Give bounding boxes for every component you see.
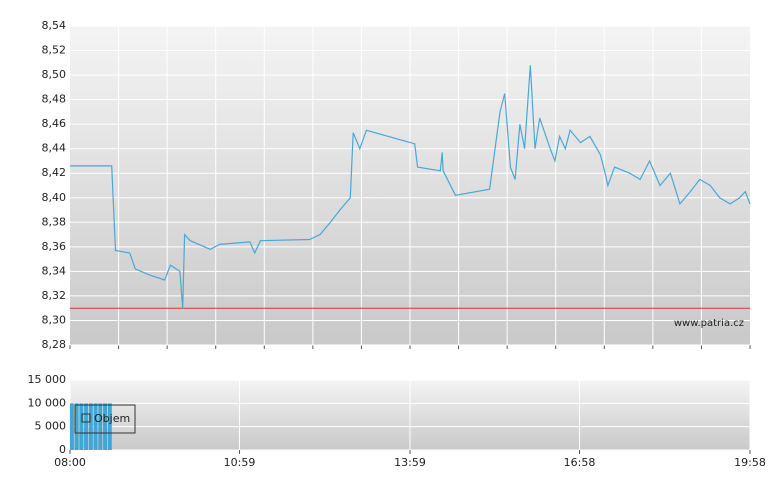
legend-label: Objem bbox=[94, 412, 130, 425]
y-tick-label: 8,42 bbox=[42, 166, 67, 179]
y-tick-label: 5 000 bbox=[35, 420, 67, 433]
vertical-grid bbox=[118, 26, 702, 345]
volume-bar bbox=[88, 403, 93, 450]
y-tick-label: 8,40 bbox=[42, 191, 67, 204]
y-tick-label: 8,48 bbox=[42, 93, 67, 106]
y-tick-label: 8,34 bbox=[42, 264, 67, 277]
x-tick-label: 19:58 bbox=[734, 456, 766, 469]
y-tick-label: 10 000 bbox=[28, 396, 67, 409]
x-tick-label: 10:59 bbox=[224, 456, 256, 469]
volume-bar bbox=[107, 403, 112, 450]
volume-bar bbox=[74, 403, 79, 450]
y-tick-label: 15 000 bbox=[28, 373, 67, 386]
volume-bar bbox=[79, 403, 84, 450]
x-tick-label: 16:58 bbox=[564, 456, 596, 469]
y-tick-label: 8,46 bbox=[42, 117, 67, 130]
y-tick-label: 8,32 bbox=[42, 289, 67, 302]
legend-swatch bbox=[81, 413, 91, 423]
price-line bbox=[70, 65, 751, 309]
legend-box bbox=[74, 404, 136, 434]
volume-bar bbox=[69, 403, 74, 450]
x-tick-label: 13:59 bbox=[394, 456, 426, 469]
y-tick-label: 8,44 bbox=[42, 142, 67, 155]
volume-bar bbox=[98, 403, 103, 450]
y-tick-label: 8,30 bbox=[42, 313, 67, 326]
volume-bar bbox=[103, 403, 108, 450]
volume-bar bbox=[84, 403, 89, 450]
y-tick-label: 8,54 bbox=[42, 19, 67, 32]
annotation: www.patria.cz bbox=[674, 318, 744, 329]
volume-bar bbox=[93, 403, 98, 450]
x-tick-label: 08:00 bbox=[54, 456, 86, 469]
y-tick-label: 8,52 bbox=[42, 44, 67, 57]
y-tick-label: 0 bbox=[59, 443, 66, 456]
y-tick-label: 8,28 bbox=[42, 338, 67, 351]
y-tick-label: 8,36 bbox=[42, 240, 67, 253]
y-tick-label: 8,50 bbox=[42, 68, 67, 81]
y-tick-label: 8,38 bbox=[42, 215, 67, 228]
